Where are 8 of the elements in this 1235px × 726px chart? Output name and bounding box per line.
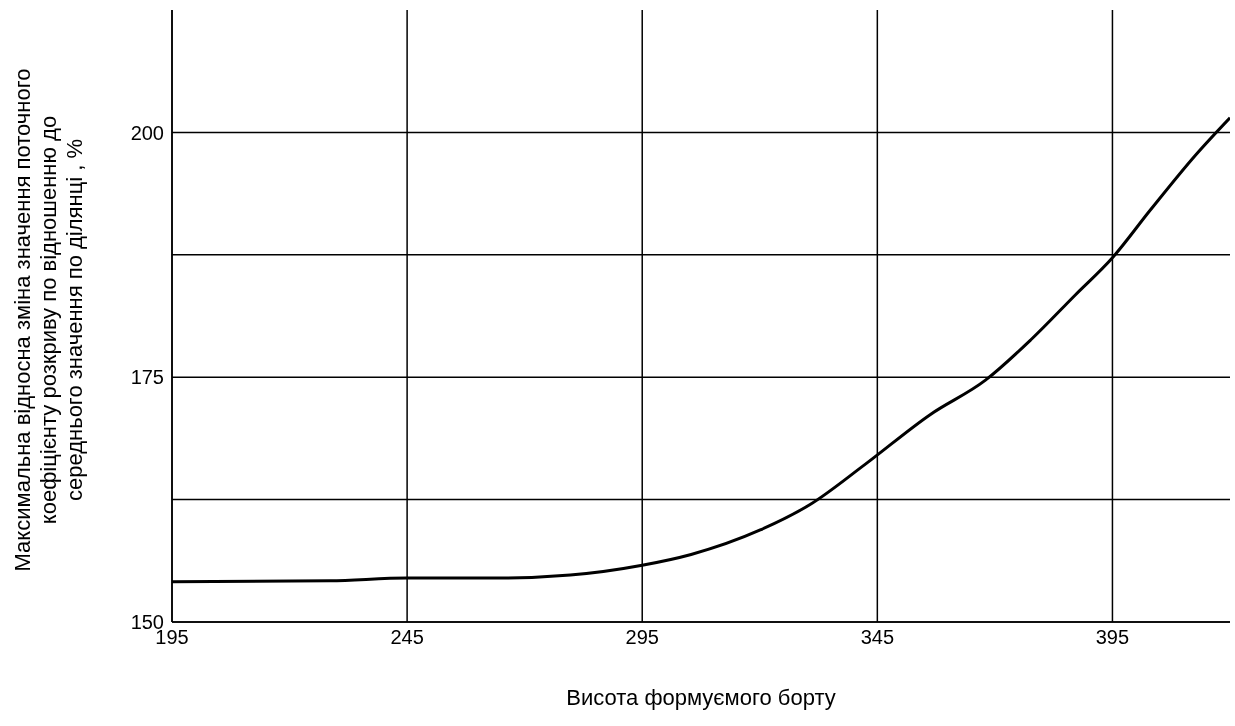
x-tick-label: 395 (1095, 626, 1130, 649)
x-tick-label: 345 (860, 626, 895, 649)
x-tick-label: 295 (625, 626, 659, 649)
y-tick-label: 175 (130, 366, 164, 389)
x-axis-title: Висота формуємого борту (566, 685, 836, 710)
y-axis-title: Максимальна відносна зміна значення поточного коефіцієнту розкриву по відношенню до середнього значення по ділянці , % (10, 68, 87, 572)
y-tick-label: 200 (130, 121, 164, 144)
x-tick-label: 245 (390, 626, 424, 649)
